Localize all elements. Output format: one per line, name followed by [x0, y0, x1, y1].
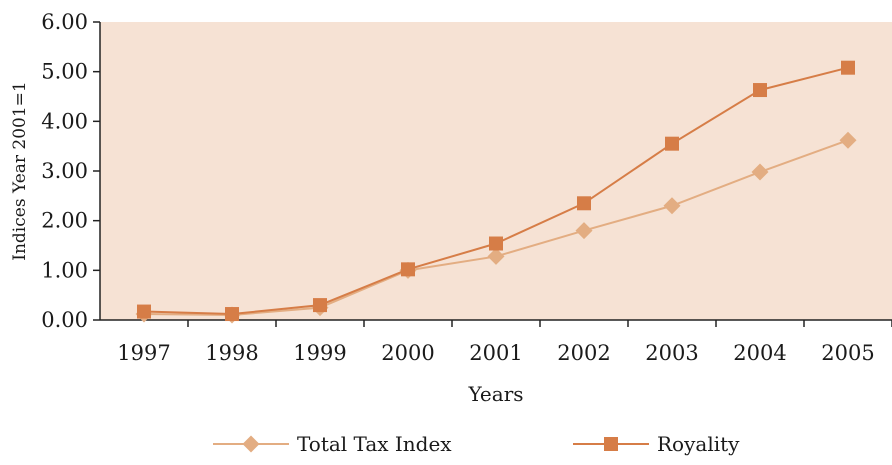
- data-point-diamond: [751, 163, 769, 181]
- x-tick-label: 2003: [645, 341, 698, 365]
- plot-background: [100, 22, 892, 320]
- y-tick-label: 6.00: [41, 10, 88, 34]
- x-tick-label: 1997: [117, 341, 170, 365]
- x-tick-label: 1998: [205, 341, 258, 365]
- data-point-square: [401, 262, 415, 277]
- data-point-diamond: [663, 197, 681, 215]
- x-tick-label: 2001: [469, 341, 522, 365]
- data-point-square: [604, 437, 618, 451]
- data-point-square: [137, 304, 151, 319]
- data-point-diamond: [839, 131, 857, 149]
- legend: Total Tax Index Royality: [213, 432, 740, 456]
- data-point-square: [841, 60, 855, 75]
- x-tick-label: 1999: [293, 341, 346, 365]
- x-tick-label: 2005: [821, 341, 874, 365]
- x-axis-ticks: 1997 1998 1999 2000 2001 2002 2003 2004 2005: [117, 320, 892, 365]
- y-tick-label: 1.00: [41, 258, 88, 282]
- data-point-square: [665, 136, 679, 151]
- data-point-square: [577, 196, 591, 211]
- legend-label: Total Tax Index: [297, 432, 452, 456]
- y-tick-label: 5.00: [41, 60, 88, 84]
- series-royality: [137, 60, 855, 322]
- x-tick-label: 2000: [381, 341, 434, 365]
- legend-label: Royality: [657, 432, 740, 456]
- y-tick-label: 3.00: [41, 159, 88, 183]
- x-axis-title: Years: [467, 382, 523, 406]
- y-tick-label: 0.00: [41, 308, 88, 332]
- y-axis-ticks: 0.00 1.00 2.00 3.00 4.00 5.00 6.00: [41, 10, 100, 332]
- y-tick-label: 2.00: [41, 209, 88, 233]
- legend-item: Total Tax Index: [213, 432, 452, 456]
- series-layer: [135, 60, 857, 324]
- legend-item: Royality: [573, 432, 740, 456]
- x-tick-label: 2004: [733, 341, 786, 365]
- data-point-diamond: [575, 222, 593, 240]
- y-axis-title: Indices Year 2001=1: [10, 81, 30, 261]
- y-tick-label: 4.00: [41, 109, 88, 133]
- data-point-square: [225, 307, 239, 322]
- data-point-square: [313, 298, 327, 313]
- data-point-diamond: [487, 247, 505, 265]
- data-point-diamond: [242, 435, 260, 453]
- data-point-square: [489, 236, 503, 251]
- x-tick-label: 2002: [557, 341, 610, 365]
- data-point-square: [753, 83, 767, 98]
